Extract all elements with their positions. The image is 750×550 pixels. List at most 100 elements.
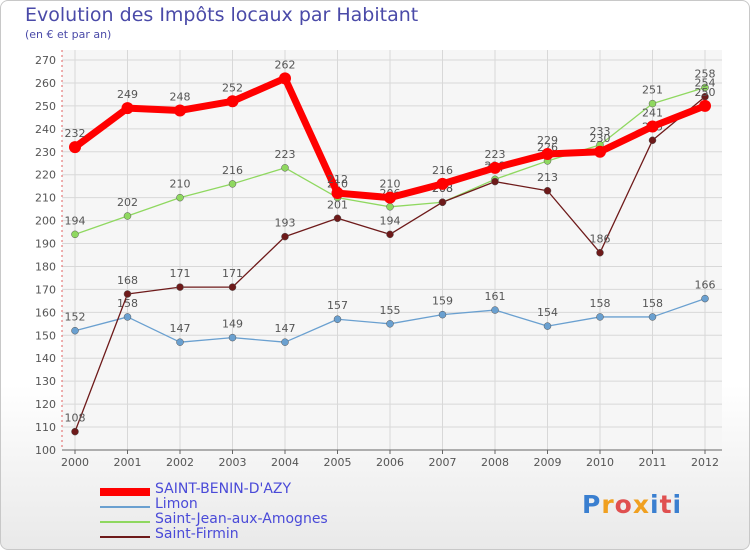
data-point — [121, 102, 134, 115]
y-tick-label: 150 — [35, 329, 56, 342]
y-tick-label: 130 — [35, 375, 56, 388]
data-point — [648, 99, 657, 108]
data-point — [596, 313, 604, 321]
data-point — [123, 212, 132, 220]
data-point — [176, 338, 184, 346]
data-label: 258 — [695, 68, 716, 81]
data-label: 230 — [590, 132, 611, 145]
legend-label: Limon — [155, 496, 198, 512]
data-label: 147 — [170, 322, 191, 335]
x-tick-label: 2010 — [586, 456, 614, 469]
data-point — [543, 322, 552, 330]
legend-swatch — [100, 506, 150, 508]
y-tick-label: 240 — [35, 123, 56, 136]
x-tick-label: 2009 — [534, 456, 562, 469]
x-tick-label: 2007 — [429, 456, 457, 469]
data-point — [123, 290, 132, 298]
x-tick-label: 2008 — [481, 456, 509, 469]
legend-label: SAINT-BENIN-D'AZY — [155, 481, 292, 497]
data-label: 158 — [117, 297, 138, 310]
data-label: 216 — [222, 164, 243, 177]
data-point — [543, 187, 552, 195]
x-tick-label: 2012 — [691, 456, 719, 469]
data-point — [123, 313, 132, 321]
data-label: 210 — [380, 178, 401, 191]
data-label: 159 — [432, 295, 453, 308]
y-tick-label: 270 — [35, 54, 56, 67]
data-label: 252 — [222, 81, 243, 94]
data-point — [228, 283, 237, 291]
data-label: 171 — [170, 267, 191, 280]
data-point — [279, 72, 291, 85]
data-point — [541, 148, 554, 161]
data-label: 193 — [275, 217, 296, 230]
data-label: 157 — [327, 299, 348, 312]
data-point — [386, 320, 394, 328]
data-label: 149 — [222, 318, 243, 331]
data-label: 186 — [590, 233, 611, 246]
y-tick-label: 120 — [35, 398, 56, 411]
data-label: 212 — [327, 173, 348, 186]
chart-subtitle: (en € et par an) — [25, 28, 112, 41]
data-label: 194 — [65, 214, 86, 227]
x-tick-label: 2001 — [114, 456, 142, 469]
data-point — [648, 313, 657, 321]
data-label: 232 — [65, 127, 86, 140]
data-point — [491, 306, 499, 314]
data-label: 254 — [695, 77, 716, 90]
data-point — [71, 230, 79, 239]
data-point — [438, 198, 447, 206]
legend-label: Saint-Jean-aux-Amognes — [155, 511, 328, 527]
x-tick-label: 2004 — [271, 456, 299, 469]
chart-title: Evolution des Impôts locaux par Habitant — [25, 4, 419, 26]
data-label: 241 — [642, 107, 663, 120]
data-point — [174, 104, 186, 117]
data-label: 233 — [590, 125, 611, 138]
data-label: 223 — [485, 148, 506, 161]
data-label: 166 — [695, 279, 716, 292]
data-label: 158 — [590, 297, 611, 310]
data-point — [594, 145, 606, 158]
data-point — [386, 203, 394, 211]
data-point — [226, 95, 239, 108]
data-point — [648, 136, 657, 145]
y-tick-label: 180 — [35, 260, 56, 273]
data-label: 194 — [380, 214, 401, 227]
data-label: 152 — [65, 311, 86, 324]
data-point — [228, 333, 237, 342]
data-point — [489, 161, 501, 174]
y-tick-label: 160 — [35, 306, 56, 319]
y-tick-label: 140 — [35, 352, 56, 365]
data-label: 158 — [642, 297, 663, 310]
data-label: 108 — [65, 412, 86, 425]
x-tick-label: 2006 — [376, 456, 404, 469]
x-tick-label: 2003 — [219, 456, 247, 469]
data-label: 168 — [117, 274, 138, 287]
data-label: 210 — [170, 178, 191, 191]
data-point — [281, 232, 289, 241]
data-point — [701, 83, 709, 92]
data-point — [176, 193, 184, 202]
x-tick-label: 2011 — [639, 456, 667, 469]
x-tick-label: 2000 — [61, 456, 89, 469]
data-label: 216 — [432, 164, 453, 177]
data-point — [71, 326, 79, 335]
data-point — [176, 283, 184, 291]
data-label: 154 — [537, 306, 558, 319]
data-point — [436, 177, 449, 190]
data-point — [228, 180, 237, 188]
data-label: 251 — [642, 84, 663, 97]
y-tick-label: 170 — [35, 283, 56, 296]
y-tick-label: 250 — [35, 100, 56, 113]
data-point — [384, 191, 396, 204]
data-point — [386, 230, 394, 239]
data-point — [69, 141, 81, 154]
data-point — [281, 338, 289, 346]
data-point — [281, 164, 289, 172]
legend-swatch — [100, 536, 150, 538]
data-point — [596, 248, 604, 257]
data-label: 248 — [170, 90, 191, 103]
proxiti-logo: Proxiti — [582, 490, 683, 519]
y-tick-label: 190 — [35, 238, 56, 251]
plot-area — [62, 50, 722, 450]
